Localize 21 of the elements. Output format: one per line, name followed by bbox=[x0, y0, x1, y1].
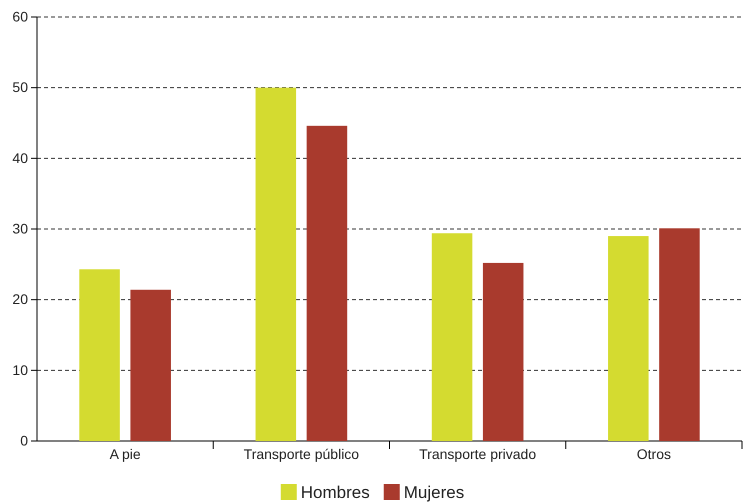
bar bbox=[79, 269, 120, 441]
bar bbox=[130, 290, 171, 441]
x-tick-label: Transporte público bbox=[244, 446, 360, 462]
bar bbox=[432, 233, 472, 441]
bar bbox=[608, 236, 649, 441]
bar bbox=[659, 228, 700, 441]
bar bbox=[256, 88, 296, 441]
y-tick-label: 0 bbox=[20, 432, 28, 448]
y-tick-label: 50 bbox=[12, 79, 28, 96]
legend-label: Hombres bbox=[300, 483, 370, 502]
x-tick-label: Otros bbox=[636, 446, 671, 462]
bar bbox=[482, 262, 524, 441]
bar bbox=[306, 126, 348, 441]
y-tick-label: 10 bbox=[12, 362, 28, 378]
x-tick-label: A pie bbox=[110, 446, 141, 462]
y-tick-label: 20 bbox=[12, 291, 28, 308]
x-tick-label: Transporte privado bbox=[419, 446, 536, 462]
y-tick-label: 60 bbox=[12, 8, 28, 24]
y-tick-label: 40 bbox=[12, 150, 28, 166]
y-tick-label: 30 bbox=[12, 220, 28, 236]
legend-label: Mujeres bbox=[404, 483, 464, 502]
